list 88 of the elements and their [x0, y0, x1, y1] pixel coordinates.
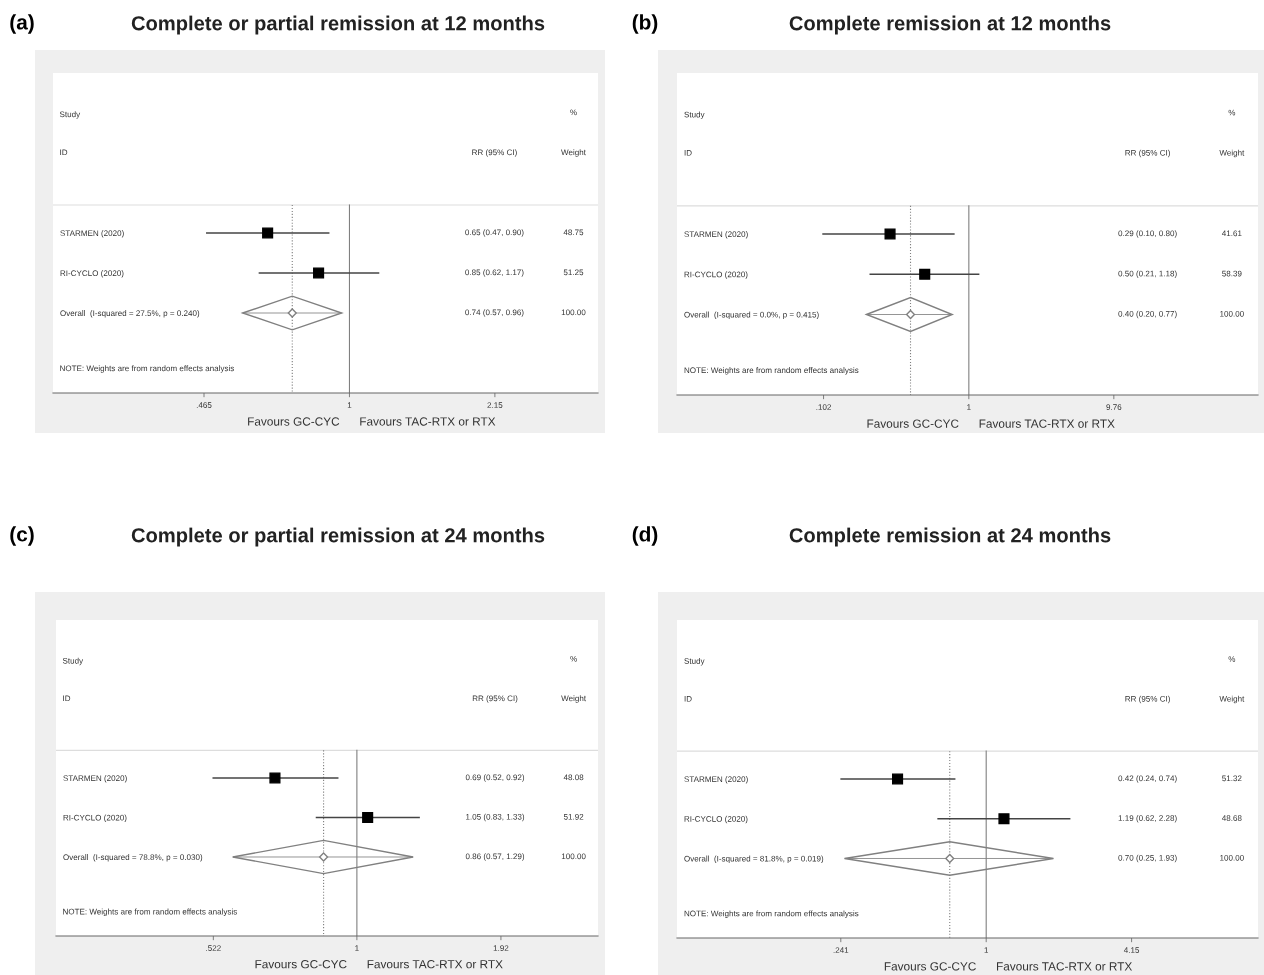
text: Favours TAC-RTX or RTX — [360, 417, 496, 426]
y-tick-label: RI-CYCLO (2020) — [684, 271, 748, 279]
text: % — [1228, 109, 1236, 116]
text: ID — [684, 696, 692, 702]
annotation: 48.75 — [563, 229, 584, 236]
y-tick-label: RI-CYCLO (2020) — [60, 270, 124, 278]
text: % — [570, 655, 577, 662]
text: RR (95% CI) — [1125, 149, 1170, 158]
text: ID — [60, 149, 68, 156]
text: RR (95% CI) — [472, 149, 517, 157]
annotation: 1.05 (0.83, 1.33) — [466, 813, 525, 822]
text: Study — [684, 657, 705, 666]
chart-title: Complete or partial remission at 12 months — [131, 15, 545, 35]
x-tick-label: 1 — [984, 947, 989, 953]
annotation: 51.32 — [1222, 775, 1242, 782]
y-tick-label: Overall (I-squared = 0.0%, p = 0.415) — [684, 311, 819, 320]
y-tick-label: Overall (I-squared = 81.8%, p = 0.019) — [684, 855, 824, 864]
x-tick-label: 2.15 — [487, 402, 503, 408]
text: NOTE: Weights are from random effects analysis — [63, 908, 237, 917]
annotation: 0.70 (0.25, 1.93) — [1118, 854, 1177, 863]
y-tick-label: STARMEN (2020) — [63, 775, 127, 783]
annotation: 51.92 — [563, 813, 584, 820]
y-tick-label: STARMEN (2020) — [684, 776, 748, 784]
x-tick-label: .465 — [196, 402, 212, 408]
annotation: 48.68 — [1221, 815, 1242, 821]
text: Favours TAC-RTX or RTX — [979, 419, 1115, 428]
text: Weight — [1219, 695, 1245, 704]
annotation: 0.69 (0.52, 0.92) — [465, 774, 525, 782]
annotation: 48.08 — [563, 774, 584, 781]
x-tick-label: 4.15 — [1123, 947, 1140, 953]
text: Favours TAC-RTX or RTX — [367, 960, 503, 969]
annotation: 0.50 (0.21, 1.18) — [1118, 270, 1177, 278]
text: Study — [684, 111, 705, 120]
text: NOTE: Weights are from random effects analysis — [60, 365, 235, 373]
x-tick-label: 9.76 — [1106, 404, 1122, 410]
annotation: 41.61 — [1221, 230, 1242, 237]
annotation: 0.86 (0.57, 1.29) — [465, 853, 525, 861]
annotation: 0.74 (0.57, 0.96) — [465, 309, 524, 317]
text: NOTE: Weights are from random effects analysis — [684, 367, 859, 375]
text: (c) — [10, 526, 34, 546]
text: (a) — [10, 14, 34, 34]
x-tick-label: .522 — [206, 945, 221, 951]
text: Favours GC-CYC — [867, 419, 959, 428]
text: Study — [62, 657, 84, 666]
text: Weight — [561, 695, 587, 703]
text: ID — [684, 150, 692, 156]
y-tick-label: Overall (I-squared = 78.8%, p = 0.030) — [63, 854, 203, 862]
text: (d) — [632, 526, 658, 546]
text: RR (95% CI) — [472, 695, 518, 703]
text: Study — [59, 111, 81, 119]
annotation: 0.85 (0.62, 1.17) — [465, 269, 524, 277]
x-tick-label: .241 — [833, 947, 849, 953]
chart-title: Complete or partial remission at 24 months — [131, 527, 545, 547]
y-tick-label: STARMEN (2020) — [684, 231, 748, 239]
annotation: 100.00 — [561, 309, 586, 316]
text: Favours GC-CYC — [248, 417, 340, 426]
annotation: 0.40 (0.20, 0.77) — [1118, 310, 1177, 319]
annotation: 0.65 (0.47, 0.90) — [465, 229, 524, 237]
text: Favours TAC-RTX or RTX — [997, 962, 1133, 971]
annotation: 1.19 (0.62, 2.28) — [1118, 815, 1177, 823]
text: Favours GC-CYC — [884, 962, 976, 971]
x-tick-label: 1 — [347, 402, 352, 408]
annotation: 100.00 — [1220, 854, 1244, 861]
text: Weight — [561, 149, 586, 157]
annotation: 0.29 (0.10, 0.80) — [1118, 230, 1177, 238]
x-tick-label: .102 — [816, 404, 831, 410]
y-tick-label: Overall (I-squared = 27.5%, p = 0.240) — [60, 310, 200, 318]
annotation: 100.00 — [561, 853, 586, 860]
text: NOTE: Weights are from random effects analysis — [684, 910, 859, 918]
y-tick-label: RI-CYCLO (2020) — [684, 815, 748, 824]
text: Weight — [1219, 149, 1245, 158]
text: (b) — [632, 14, 658, 34]
y-tick-label: STARMEN (2020) — [60, 230, 124, 238]
text: Favours GC-CYC — [255, 960, 347, 969]
text: % — [570, 109, 577, 116]
text: RR (95% CI) — [1125, 695, 1170, 704]
annotation: 0.42 (0.24, 0.74) — [1118, 775, 1177, 783]
annotation: 100.00 — [1220, 310, 1244, 317]
x-tick-label: 1 — [355, 945, 359, 951]
chart-title: Complete remission at 12 months — [789, 15, 1111, 35]
annotation: 58.39 — [1222, 270, 1242, 277]
y-tick-label: RI-CYCLO (2020) — [63, 814, 127, 823]
annotation: 51.25 — [563, 269, 584, 276]
chart-title: Complete remission at 24 months — [789, 527, 1111, 547]
text: ID — [63, 695, 71, 702]
x-tick-label: 1 — [967, 404, 971, 410]
text: % — [1228, 656, 1236, 662]
x-tick-label: 1.92 — [493, 945, 509, 951]
